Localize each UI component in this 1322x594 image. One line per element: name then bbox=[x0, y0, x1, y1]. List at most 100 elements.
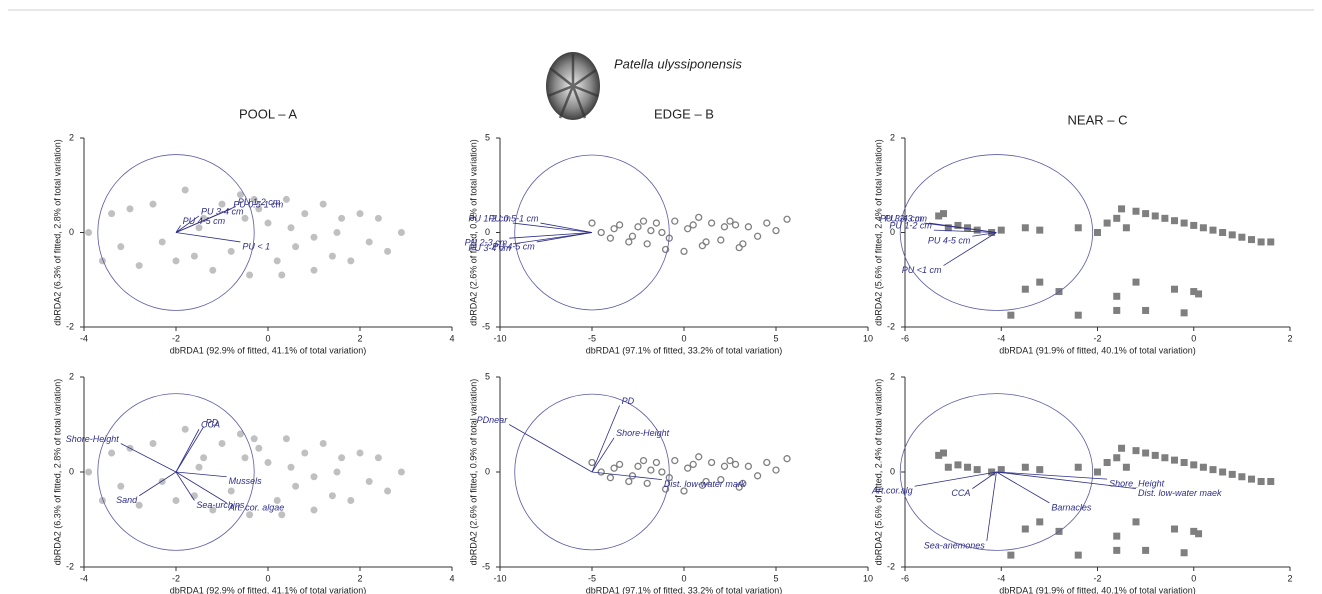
point bbox=[684, 464, 692, 472]
point bbox=[783, 215, 791, 223]
point bbox=[973, 466, 981, 474]
x-tick-label: 10 bbox=[863, 333, 873, 343]
y-tick-label: 2 bbox=[69, 371, 74, 381]
point bbox=[1151, 212, 1159, 220]
y-axis-label: dbRDA2 (6.3% of fitted, 2.8% of total va… bbox=[52, 379, 62, 566]
point bbox=[1171, 456, 1178, 464]
point bbox=[255, 444, 263, 452]
vector bbox=[972, 471, 997, 489]
point bbox=[1103, 219, 1111, 227]
point bbox=[753, 232, 762, 240]
vector-label: PU 1-2 cm bbox=[238, 197, 281, 207]
vector bbox=[175, 206, 236, 233]
point bbox=[328, 252, 336, 260]
vector-label: PU 4-5 cm bbox=[928, 236, 971, 246]
point bbox=[1161, 454, 1169, 462]
y-axis-label: dbRDA2 (5.6% of fitted, 2.4% of total va… bbox=[873, 379, 883, 566]
vector-label: PU 1-2 cm bbox=[468, 213, 511, 223]
point bbox=[671, 217, 679, 225]
vector-label: Sand bbox=[116, 495, 138, 505]
point bbox=[356, 449, 364, 457]
vector-label: PU 3-4 cm bbox=[201, 206, 244, 216]
vector-label: Dist. low-water maek bbox=[1138, 488, 1222, 498]
point bbox=[292, 243, 300, 251]
vector-label: PU 4-5 cm bbox=[183, 216, 226, 226]
vector bbox=[540, 222, 593, 233]
point bbox=[1180, 309, 1188, 317]
point bbox=[707, 458, 716, 467]
correlation-circle bbox=[899, 393, 1094, 551]
y-tick-label: -5 bbox=[482, 561, 490, 571]
vector-label: Sea-anemones bbox=[924, 540, 986, 550]
point bbox=[365, 238, 373, 246]
point bbox=[1118, 444, 1126, 452]
point bbox=[347, 497, 355, 504]
vector bbox=[175, 225, 181, 233]
point bbox=[1122, 224, 1130, 232]
point bbox=[935, 212, 943, 220]
point bbox=[1142, 210, 1150, 218]
vector bbox=[972, 232, 997, 237]
point bbox=[287, 463, 295, 471]
panel: NEAR – C -6 -4 -2 0 2 -2 0 2 dbRDA1 (91.9% of fit… bbox=[873, 112, 1292, 355]
correlation-circle bbox=[97, 154, 255, 311]
point bbox=[181, 186, 189, 194]
vector bbox=[986, 471, 997, 541]
point bbox=[1180, 459, 1188, 466]
point bbox=[1074, 551, 1082, 559]
y-tick-label: 5 bbox=[485, 371, 490, 381]
point bbox=[647, 466, 655, 474]
vector bbox=[591, 471, 662, 480]
point bbox=[172, 257, 180, 265]
point bbox=[944, 224, 952, 232]
y-tick-label: -2 bbox=[66, 321, 74, 331]
point bbox=[726, 217, 734, 225]
point bbox=[1180, 219, 1188, 227]
point bbox=[698, 242, 707, 250]
x-axis-label: dbRDA1 (97.1% of fitted, 33.2% of total … bbox=[586, 345, 783, 355]
point bbox=[720, 223, 729, 231]
point bbox=[236, 191, 244, 199]
point bbox=[250, 195, 258, 203]
point bbox=[1151, 451, 1159, 459]
point bbox=[374, 454, 382, 462]
point bbox=[310, 473, 318, 481]
vector-label: Sea-urchins bbox=[196, 500, 245, 510]
y-tick-label: 5 bbox=[485, 132, 490, 142]
x-axis-label: dbRDA1 (92.9% of fitted, 41.1% of total … bbox=[170, 345, 367, 355]
y-tick-label: -2 bbox=[887, 561, 895, 571]
point bbox=[1007, 311, 1015, 319]
x-tick-label: -5 bbox=[588, 333, 596, 343]
point bbox=[1248, 475, 1255, 483]
point bbox=[625, 238, 633, 246]
vector bbox=[175, 471, 227, 504]
point bbox=[149, 200, 157, 208]
y-axis-label: dbRDA2 (2.6% of fitted, 0.9% of total va… bbox=[468, 139, 478, 326]
vector bbox=[175, 232, 241, 243]
y-tick-label: -2 bbox=[66, 561, 74, 571]
y-tick-label: 2 bbox=[890, 371, 895, 381]
vector bbox=[933, 229, 997, 233]
point bbox=[1036, 518, 1044, 526]
point bbox=[1195, 530, 1203, 538]
panel: -6 -4 -2 0 2 -2 0 2 dbRDA1 (91.9% of fitted, 40.… bbox=[871, 371, 1293, 594]
point bbox=[338, 454, 346, 462]
vector bbox=[509, 232, 593, 239]
x-axis-label: dbRDA1 (97.1% of fitted, 33.2% of total … bbox=[586, 585, 783, 594]
point bbox=[273, 257, 281, 265]
point bbox=[735, 243, 743, 252]
vector bbox=[536, 232, 593, 243]
y-axis-label: dbRDA2 (6.3% of fitted, 2.8% of total va… bbox=[52, 139, 62, 326]
point bbox=[643, 479, 651, 488]
point bbox=[964, 224, 972, 232]
vector bbox=[996, 471, 1137, 490]
point bbox=[634, 462, 642, 470]
point bbox=[126, 205, 134, 213]
vector-label: Art. cor. algae bbox=[228, 502, 285, 512]
vector bbox=[996, 471, 1050, 504]
point bbox=[1238, 233, 1246, 241]
point bbox=[273, 497, 281, 504]
point bbox=[1142, 449, 1150, 457]
point bbox=[680, 487, 688, 495]
